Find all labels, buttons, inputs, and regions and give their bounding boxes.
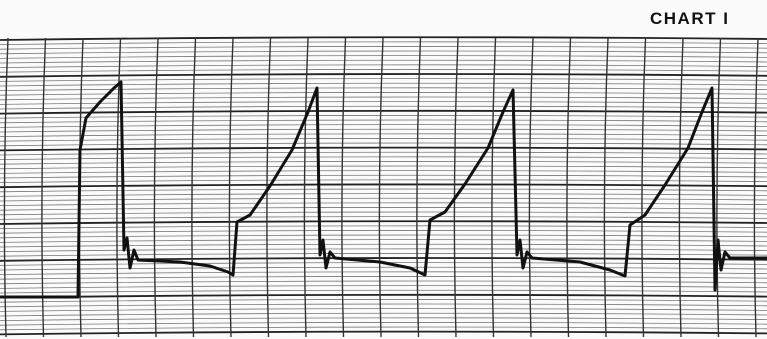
page: CHART I (() => { const data = JSON.parse… [0,0,767,339]
chart-strip: CHART I [0,0,767,339]
chart-title: CHART I [650,9,729,28]
